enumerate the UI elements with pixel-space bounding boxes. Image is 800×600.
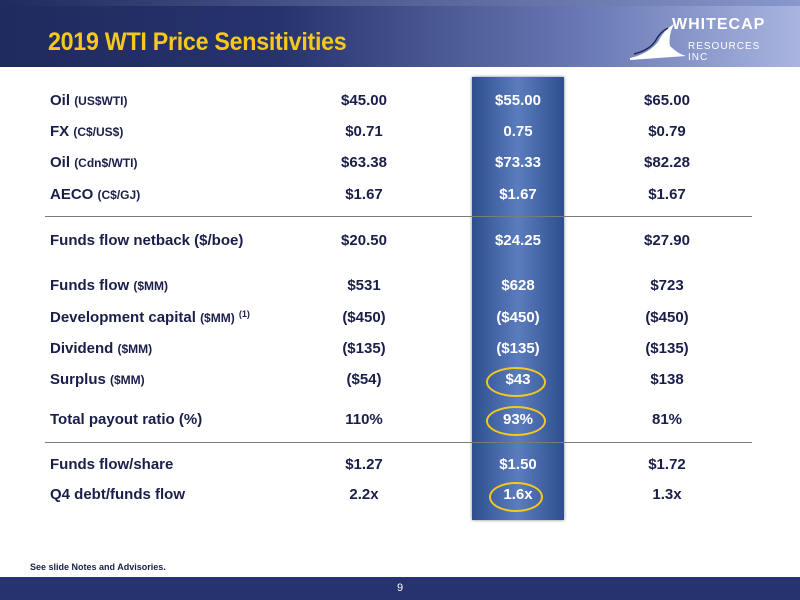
table-row: Q4 debt/funds flow 2.2x 1.6x 1.3x (0, 486, 800, 508)
row-label-unit: ($MM) (110, 373, 145, 387)
cell-value: $1.50 (499, 456, 537, 473)
row-label-text: Dividend (50, 340, 114, 357)
cell-value: $82.28 (644, 154, 690, 171)
row-label-text: Funds flow (50, 277, 130, 294)
shark-fin-logo-icon (630, 24, 686, 60)
cell-value: 110% (345, 411, 383, 428)
page-number: 9 (396, 582, 404, 594)
cell-value: 81% (651, 411, 683, 428)
cell-value: $24.25 (495, 232, 541, 249)
footnote: See slide Notes and Advisories. (30, 562, 166, 572)
cell-value: ($54) (346, 371, 382, 388)
cell-value: $1.67 (648, 186, 686, 203)
row-label: Development capital ($MM) (1) (50, 309, 250, 326)
header-bar: 2019 WTI Price Sensitivities WHITECAP RE… (0, 6, 800, 67)
table-row: Total payout ratio (%) 110% 93% 81% (0, 411, 800, 433)
row-label-unit: (US$WTI) (74, 94, 128, 108)
row-label-unit: ($MM) (133, 279, 168, 293)
row-label: FX (C$/US$) (50, 123, 123, 140)
table-row: AECO (C$/GJ) $1.67 $1.67 $1.67 (0, 186, 800, 208)
row-label: Dividend ($MM) (50, 340, 152, 357)
divider-2 (45, 442, 752, 443)
cell-value: 1.3x (652, 486, 682, 503)
cell-value: $55.00 (495, 92, 541, 109)
cell-value: $20.50 (341, 232, 387, 249)
cell-value: ($450) (496, 309, 540, 326)
cell-value: $65.00 (644, 92, 690, 109)
cell-value: $45.00 (341, 92, 387, 109)
row-label-unit: ($MM) (117, 342, 153, 356)
table-row: Funds flow/share $1.27 $1.50 $1.72 (0, 456, 800, 478)
row-label: AECO (C$/GJ) (50, 186, 140, 203)
logo-subname: RESOURCES INC (688, 41, 761, 63)
table-row: FX (C$/US$) $0.71 0.75 $0.79 (0, 123, 800, 145)
cell-value: $27.90 (644, 232, 690, 249)
row-label-unit: (C$/US$) (73, 125, 124, 139)
table-row: Development capital ($MM) (1) ($450) ($450… (0, 309, 800, 331)
row-label-text: AECO (50, 186, 94, 203)
slide-title: 2019 WTI Price Sensitivities (48, 28, 347, 56)
circle-surplus (486, 367, 546, 397)
cell-value: $0.71 (345, 123, 383, 140)
cell-value: $1.67 (345, 186, 383, 203)
cell-value: $0.79 (648, 123, 686, 140)
row-label-text: Oil (50, 154, 71, 171)
cell-value: $63.38 (341, 154, 387, 171)
cell-value: 0.75 (503, 123, 533, 140)
row-label: Oil (Cdn$/WTI) (50, 154, 138, 171)
row-label-text: Funds flow netback ($/boe) (50, 232, 244, 249)
row-label-text: Q4 debt/funds flow (50, 486, 185, 503)
footnote-marker: (1) (238, 309, 250, 319)
row-label: Funds flow netback ($/boe) (50, 232, 243, 249)
cell-value: ($135) (342, 340, 386, 357)
company-logo: WHITECAP RESOURCES INC (628, 14, 778, 64)
row-label: Funds flow ($MM) (50, 277, 168, 294)
row-label-text: Funds flow/share (50, 456, 174, 473)
row-label: Total payout ratio (%) (50, 411, 202, 428)
table-row: Dividend ($MM) ($135) ($135) ($135) (0, 340, 800, 362)
row-label-text: FX (50, 123, 70, 140)
cell-value: ($450) (342, 309, 386, 326)
highlighted-column (472, 77, 564, 520)
row-label-text: Oil (50, 92, 71, 109)
cell-value: ($450) (645, 309, 689, 326)
table-row: Oil (US$WTI) $45.00 $55.00 $65.00 (0, 92, 800, 114)
circle-debt (489, 482, 543, 512)
logo-name: WHITECAP (672, 16, 766, 33)
row-label-unit: ($MM) (200, 311, 235, 325)
row-label-unit: (Cdn$/WTI) (74, 156, 138, 170)
cell-value: $1.27 (345, 456, 383, 473)
cell-value: ($135) (496, 340, 540, 357)
top-accent-strip (0, 0, 800, 6)
table-row: Oil (Cdn$/WTI) $63.38 $73.33 $82.28 (0, 154, 800, 176)
table-row: Funds flow ($MM) $531 $628 $723 (0, 277, 800, 299)
cell-value: $531 (347, 277, 381, 294)
table-row: Funds flow netback ($/boe) $20.50 $24.25 $2… (0, 232, 800, 254)
cell-value: $628 (501, 277, 535, 294)
cell-value: $138 (650, 371, 684, 388)
row-label: Surplus ($MM) (50, 371, 145, 388)
divider-1 (45, 216, 752, 217)
row-label: Oil (US$WTI) (50, 92, 128, 109)
row-label-unit: (C$/GJ) (97, 188, 141, 202)
cell-value: $723 (650, 277, 684, 294)
cell-value: $1.72 (648, 456, 686, 473)
circle-payout (486, 406, 546, 436)
row-label: Funds flow/share (50, 456, 173, 473)
row-label-text: Development capital (50, 309, 196, 326)
footer-bar: 9 (0, 577, 800, 600)
row-label-text: Total payout ratio (%) (50, 411, 203, 428)
cell-value: ($135) (645, 340, 689, 357)
cell-value: $73.33 (495, 154, 541, 171)
table-row: Surplus ($MM) ($54) $43 $138 (0, 371, 800, 393)
row-label: Q4 debt/funds flow (50, 486, 185, 503)
row-label-text: Surplus (50, 371, 106, 388)
cell-value: $1.67 (499, 186, 537, 203)
cell-value: 2.2x (349, 486, 379, 503)
